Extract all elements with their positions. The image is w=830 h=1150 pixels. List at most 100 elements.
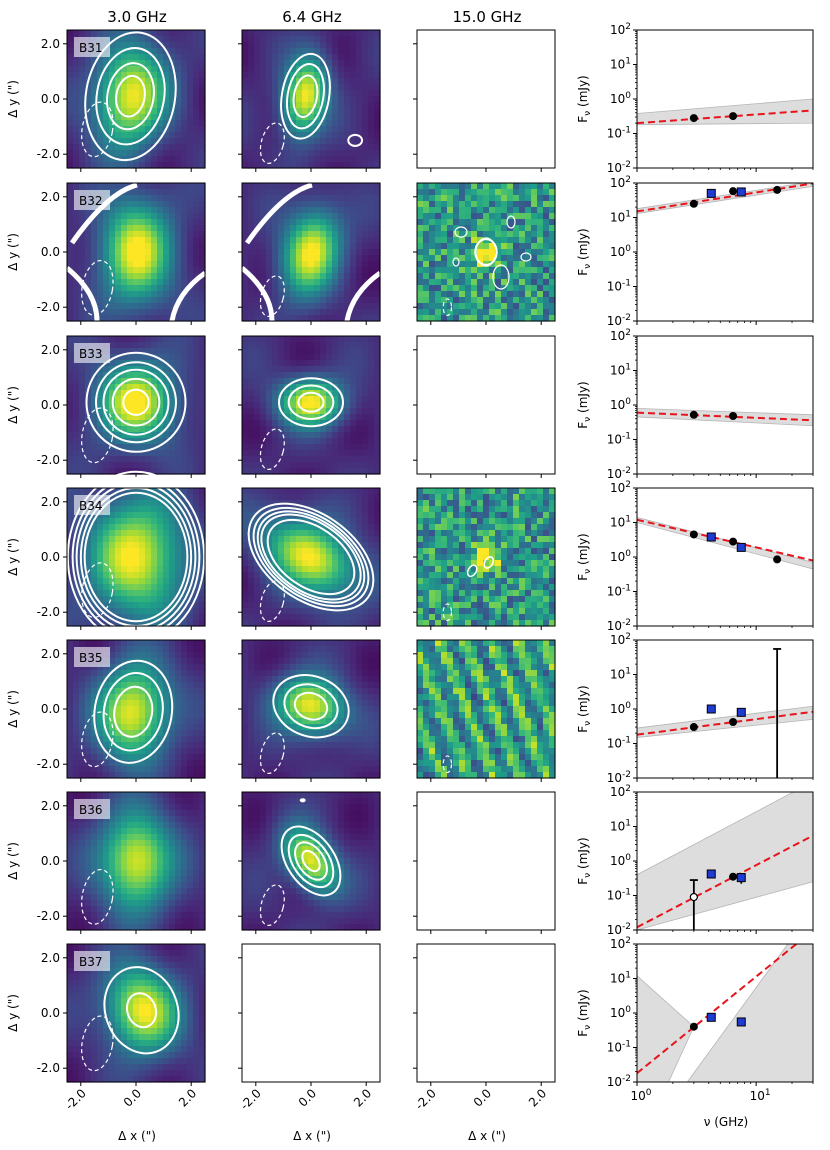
y-tick-label: 102 xyxy=(610,480,631,495)
source-label-box xyxy=(74,495,110,515)
fit-uncertainty-band xyxy=(637,705,813,738)
x-axis-label-col1: Δ x (") xyxy=(118,1129,156,1143)
contour-level xyxy=(454,226,468,238)
contour-level xyxy=(466,564,478,578)
contour-level xyxy=(266,518,356,596)
beam-ellipse xyxy=(259,122,285,164)
map-panel-b36-col3 xyxy=(413,791,556,934)
map-panel-b36-col1: 2.0 0.0 -2.0 Δ y (") B36 xyxy=(6,791,206,934)
contour-level xyxy=(247,502,375,612)
x-tick-label: 0.0 xyxy=(471,1086,494,1109)
beam-ellipse xyxy=(259,275,285,317)
x-tick-label: 2.0 xyxy=(176,1086,199,1109)
contour-level xyxy=(287,384,335,420)
y-axis-label: Δ y (") xyxy=(6,538,20,576)
y-tick-label: 100 xyxy=(610,244,631,259)
map-panel-b36-col2 xyxy=(238,791,381,934)
map-image xyxy=(242,640,381,779)
source-label-box xyxy=(74,190,110,210)
y-tick-label: 2.0 xyxy=(41,190,60,204)
source-label: B35 xyxy=(79,651,103,665)
beam-ellipse xyxy=(259,732,285,774)
data-point xyxy=(689,199,698,208)
column-title-6ghz: 6.4 GHz xyxy=(282,8,342,26)
contour-level xyxy=(520,252,532,262)
y-tick-label: 0.0 xyxy=(41,702,60,716)
beam-ellipse xyxy=(442,755,453,774)
map-panel-b34-col1: 2.0 0.0 -2.0 Δ y (") B34 xyxy=(6,470,206,644)
sed-y-axis-label: Fν (mJy) xyxy=(576,533,593,580)
map-image xyxy=(242,183,381,322)
column-titles: 3.0 GHz 6.4 GHz 15.0 GHz xyxy=(107,8,521,26)
map-panel-b32-col1: 2.0 0.0 -2.0 Δ y (") B32 xyxy=(6,182,207,325)
map-contours xyxy=(103,966,180,1055)
contour-level xyxy=(240,266,275,322)
contour-level xyxy=(113,685,154,738)
data-point xyxy=(729,112,738,121)
contour-level xyxy=(111,377,161,427)
source-label: B36 xyxy=(79,803,103,817)
y-tick-label: 100 xyxy=(610,91,631,106)
y-tick-label: 2.0 xyxy=(41,799,60,813)
contour-level xyxy=(347,133,364,147)
data-point xyxy=(736,542,746,552)
fit-line xyxy=(637,518,813,562)
map-contours xyxy=(84,31,177,162)
x-tick-label: 100 xyxy=(630,1088,651,1103)
map-contours xyxy=(240,182,382,322)
y-tick-label: 100 xyxy=(610,549,631,564)
sed-y-axis-label: Fν (mJy) xyxy=(576,989,593,1036)
map-panel-b33-col1: 2.0 0.0 -2.0 Δ y (") B33 xyxy=(6,335,206,478)
sed-panel-b32: 10-2 10-1 100 101 102 Fν (mJy) xyxy=(576,175,814,328)
x-axis-label-col2: Δ x (") xyxy=(293,1129,331,1143)
y-tick-label: 0.0 xyxy=(41,245,60,259)
data-point xyxy=(736,873,746,883)
map-contours xyxy=(280,798,342,897)
fit-line xyxy=(637,944,798,1074)
row-b31: 2.0 0.0 -2.0 Δ y (") B31 10-2 10-1 100 101 102 Fν … xyxy=(6,22,814,175)
sed-frame xyxy=(636,335,814,475)
y-tick-label: 101 xyxy=(610,971,631,986)
y-tick-label: 10-2 xyxy=(607,922,631,937)
contour-level xyxy=(278,377,344,428)
row-b34: 2.0 0.0 -2.0 Δ y (") B34 10-2 10-1 100 101 102 Fν … xyxy=(6,470,814,644)
contour-level xyxy=(287,833,335,889)
y-tick-label: 100 xyxy=(610,397,631,412)
sed-frame xyxy=(636,29,814,169)
y-tick-label: 10-2 xyxy=(607,1074,631,1089)
y-tick-label: 101 xyxy=(610,210,631,225)
contour-level xyxy=(293,691,329,721)
y-axis-label: Δ y (") xyxy=(6,386,20,424)
data-point xyxy=(706,532,716,542)
contour-level xyxy=(506,215,516,229)
map-panel-b33-col3 xyxy=(413,335,556,478)
contour-level xyxy=(475,237,497,267)
row-b33: 2.0 0.0 -2.0 Δ y (") B33 10-2 10-1 100 101 102 Fν … xyxy=(6,328,814,481)
beam-ellipse xyxy=(259,580,285,622)
contour-level xyxy=(84,31,177,162)
y-tick-label: 0.0 xyxy=(41,92,60,106)
sed-y-axis-label: Fν (mJy) xyxy=(576,75,593,122)
map-panel-b37-col2: -2.0 0.0 2.0 xyxy=(237,943,381,1113)
contour-level xyxy=(71,476,201,638)
contour-level xyxy=(297,391,325,413)
y-tick-label: 0.0 xyxy=(41,398,60,412)
y-tick-label: 10-2 xyxy=(607,313,631,328)
contour-level xyxy=(474,238,498,266)
map-image xyxy=(242,792,381,931)
source-label: B37 xyxy=(79,955,103,969)
contour-level xyxy=(344,270,382,322)
contour-level xyxy=(93,659,174,764)
y-axis-label: Δ y (") xyxy=(6,690,20,728)
data-point xyxy=(689,1022,698,1031)
data-point xyxy=(706,704,716,714)
y-tick-label: 0.0 xyxy=(41,550,60,564)
map-panel-b31-col3 xyxy=(413,29,556,172)
y-tick-label: 10-1 xyxy=(607,1040,631,1055)
contour-level xyxy=(483,556,495,569)
contour-level xyxy=(244,182,313,245)
contour-level xyxy=(294,841,328,881)
map-panel-b31-col2 xyxy=(238,29,381,172)
sed-x-axis-label: ν (GHz) xyxy=(704,1115,749,1129)
